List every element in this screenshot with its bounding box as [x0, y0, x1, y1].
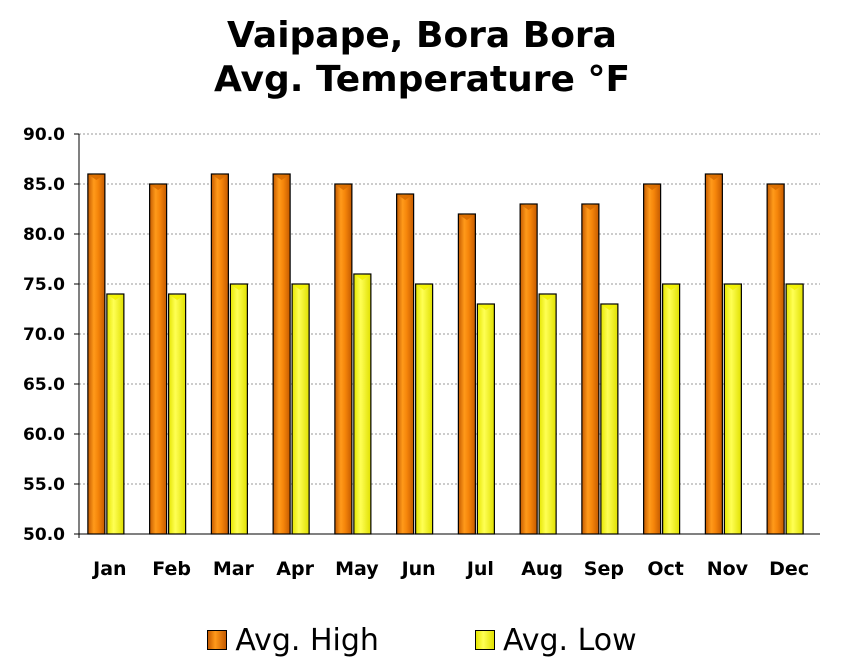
bar-avg-high-cap	[459, 215, 475, 220]
bar-avg-low	[168, 293, 187, 535]
bar-avg-high-cap	[88, 175, 104, 180]
bar-avg-high	[766, 183, 785, 535]
legend-item-low: Avg. Low	[474, 622, 637, 658]
legend-label-low: Avg. Low	[502, 622, 637, 658]
bar-avg-high	[334, 183, 353, 535]
bar-avg-low-cap	[107, 295, 123, 300]
bar-avg-high	[643, 183, 662, 535]
bar-avg-high-cap	[274, 175, 290, 180]
x-tick-label: Apr	[276, 558, 314, 580]
bar-avg-high	[210, 173, 229, 535]
bar-avg-high-cap	[582, 205, 598, 210]
bar-avg-low-cap	[478, 305, 494, 310]
bar-avg-low	[415, 283, 434, 535]
bar-chart: 50.0 55.0 60.0 65.0 70.0 75.0 80.0 85.0 90.0 Jan F…	[23, 125, 820, 580]
x-tick-label: May	[335, 558, 379, 580]
bar-avg-low-cap	[293, 285, 309, 290]
legend-item-high: Avg. High	[207, 623, 379, 658]
x-tick-label: Sep	[584, 558, 624, 580]
bar-avg-high-cap	[706, 175, 722, 180]
y-tick-label: 85.0	[23, 175, 65, 195]
x-tick-label: Aug	[521, 558, 563, 580]
bar-avg-high	[149, 183, 168, 535]
bar-avg-high	[519, 203, 538, 535]
chart-title-line-2: Avg. Temperature °F	[213, 59, 631, 100]
y-tick-label: 55.0	[23, 475, 65, 495]
bar-avg-high-cap	[768, 185, 784, 190]
x-tick-label: Dec	[769, 558, 809, 580]
bar-avg-high-cap	[397, 195, 413, 200]
y-tick-label: 65.0	[23, 375, 65, 395]
bar-avg-high	[272, 173, 291, 535]
bar-avg-low	[229, 283, 248, 535]
chart-title-line-1: Vaipape, Bora Bora	[227, 15, 617, 56]
bar-avg-low-cap	[354, 275, 370, 280]
bar-avg-low	[785, 283, 804, 535]
bar-avg-low-cap	[601, 305, 617, 310]
y-tick-label: 90.0	[23, 125, 65, 145]
y-tick-label: 75.0	[23, 275, 65, 295]
legend: Avg. High Avg. Low	[0, 618, 844, 662]
bar-avg-low	[106, 293, 125, 535]
bar-avg-low-cap	[725, 285, 741, 290]
x-tick-label: Oct	[647, 558, 684, 580]
chart-title: Vaipape, Bora Bora Avg. Temperature °F	[0, 14, 844, 102]
bar-avg-high-cap	[150, 185, 166, 190]
bar-avg-high	[457, 213, 476, 535]
x-tick-label: Mar	[213, 558, 255, 580]
legend-label-high: Avg. High	[235, 622, 379, 658]
bar-avg-high-cap	[521, 205, 537, 210]
x-tick-label: Jul	[465, 558, 494, 580]
y-tick-label: 80.0	[23, 225, 65, 245]
bar-avg-low-cap	[169, 295, 185, 300]
bar-avg-high	[87, 173, 106, 535]
bar-avg-low-cap	[540, 295, 556, 300]
bar-avg-low	[600, 303, 619, 535]
legend-swatch-low	[474, 630, 495, 650]
bar-avg-low-cap	[787, 285, 803, 290]
x-tick-label: Feb	[152, 558, 191, 580]
bar-avg-low	[476, 303, 495, 535]
x-tick-label: Jan	[91, 558, 126, 580]
bar-avg-high-cap	[644, 185, 660, 190]
bar-avg-high	[704, 173, 723, 535]
bar-avg-high-cap	[335, 185, 351, 190]
bar-avg-low	[538, 293, 557, 535]
x-tick-label: Jun	[400, 558, 436, 580]
legend-swatch-high	[207, 630, 228, 650]
bar-avg-high-cap	[212, 175, 228, 180]
bar-avg-low-cap	[231, 285, 247, 290]
bar-avg-high	[581, 203, 600, 535]
bar-avg-low-cap	[416, 285, 432, 290]
bar-avg-low-cap	[663, 285, 679, 290]
x-tick-label: Nov	[707, 558, 749, 580]
y-tick-label: 70.0	[23, 325, 65, 345]
y-tick-label: 50.0	[23, 525, 65, 545]
bar-avg-low	[291, 283, 310, 535]
bar-avg-low	[353, 273, 372, 535]
bar-avg-low	[662, 283, 681, 535]
y-tick-label: 60.0	[23, 425, 65, 445]
bar-avg-low	[723, 283, 742, 535]
bar-avg-high	[396, 193, 415, 535]
